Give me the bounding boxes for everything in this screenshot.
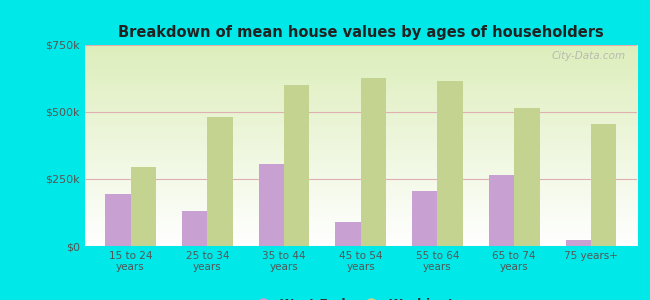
- Bar: [284, 85, 309, 246]
- Bar: [566, 240, 591, 246]
- Bar: [259, 164, 284, 246]
- Title: Breakdown of mean house values by ages of householders: Breakdown of mean house values by ages o…: [118, 25, 604, 40]
- Bar: [489, 175, 514, 246]
- Bar: [335, 222, 361, 246]
- Bar: [591, 124, 616, 246]
- Bar: [105, 194, 131, 246]
- Bar: [207, 117, 233, 246]
- Bar: [182, 211, 207, 246]
- Text: City-Data.com: City-Data.com: [552, 51, 626, 61]
- Bar: [361, 79, 386, 246]
- Legend: West End, Washington: West End, Washington: [245, 293, 476, 300]
- Bar: [437, 81, 463, 246]
- Bar: [514, 108, 539, 246]
- Bar: [412, 191, 437, 246]
- Bar: [131, 167, 156, 246]
